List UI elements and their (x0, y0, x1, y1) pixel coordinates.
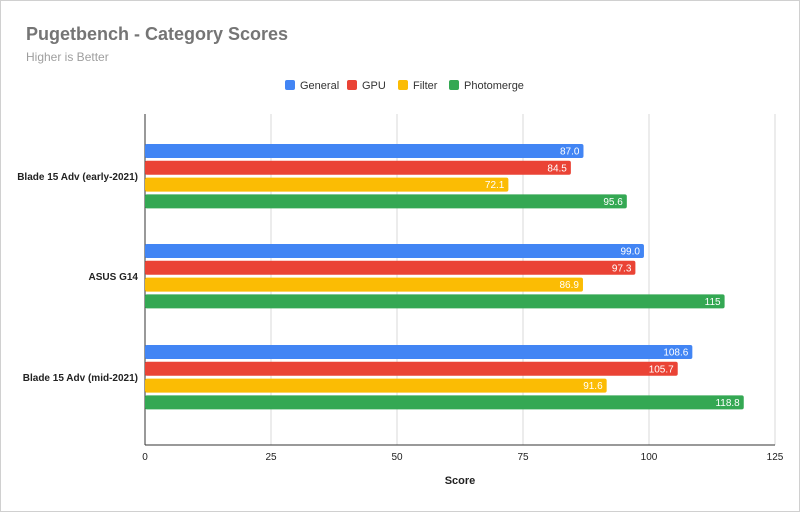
x-tick-label: 100 (641, 452, 658, 463)
x-tick-label: 50 (391, 452, 403, 463)
bar-value-label: 118.8 (715, 398, 740, 409)
bar-filter (145, 277, 583, 292)
bar-value-label: 108.6 (663, 348, 688, 359)
bar-general (145, 244, 644, 258)
bar-photomerge (145, 294, 725, 309)
legend-label-filter: Filter (413, 80, 438, 92)
bar-value-label: 91.6 (583, 381, 603, 392)
bar-value-label: 87.0 (560, 147, 580, 158)
bar-value-label: 105.7 (649, 364, 674, 375)
bar-value-label: 95.6 (603, 197, 623, 208)
chart-subtitle: Higher is Better (26, 50, 109, 64)
x-tick-label: 25 (265, 452, 277, 463)
x-tick-label: 0 (142, 452, 148, 463)
bar-value-label: 99.0 (620, 247, 640, 258)
legend-swatch-filter (398, 80, 408, 90)
bar-gpu (145, 160, 571, 175)
bar-value-label: 86.9 (560, 280, 580, 291)
chart-title: Pugetbench - Category Scores (26, 24, 289, 44)
bar-filter (145, 177, 509, 192)
bar-gpu (145, 260, 636, 275)
legend-label-general: General (300, 80, 339, 92)
category-label: ASUS G14 (89, 272, 139, 283)
legend-swatch-gpu (347, 80, 357, 90)
bar-value-label: 97.3 (612, 263, 632, 274)
bar-value-label: 84.5 (547, 163, 567, 174)
bar-value-label: 72.1 (485, 180, 505, 191)
legend-swatch-photomerge (449, 80, 459, 90)
bar-photomerge (145, 395, 744, 410)
bar-photomerge (145, 194, 627, 209)
legend-label-gpu: GPU (362, 80, 386, 92)
legend-swatch-general (285, 80, 295, 90)
bar-gpu (145, 361, 678, 376)
legend-label-photomerge: Photomerge (464, 80, 524, 92)
bar-value-label: 115 (705, 297, 721, 308)
x-tick-label: 75 (517, 452, 529, 463)
bar-general (145, 345, 693, 359)
x-axis-title: Score (445, 475, 476, 487)
bar-general (145, 144, 584, 158)
bar-filter (145, 378, 607, 393)
category-label: Blade 15 Adv (mid-2021) (23, 373, 138, 384)
category-label: Blade 15 Adv (early-2021) (17, 172, 138, 183)
x-tick-label: 125 (767, 452, 784, 463)
